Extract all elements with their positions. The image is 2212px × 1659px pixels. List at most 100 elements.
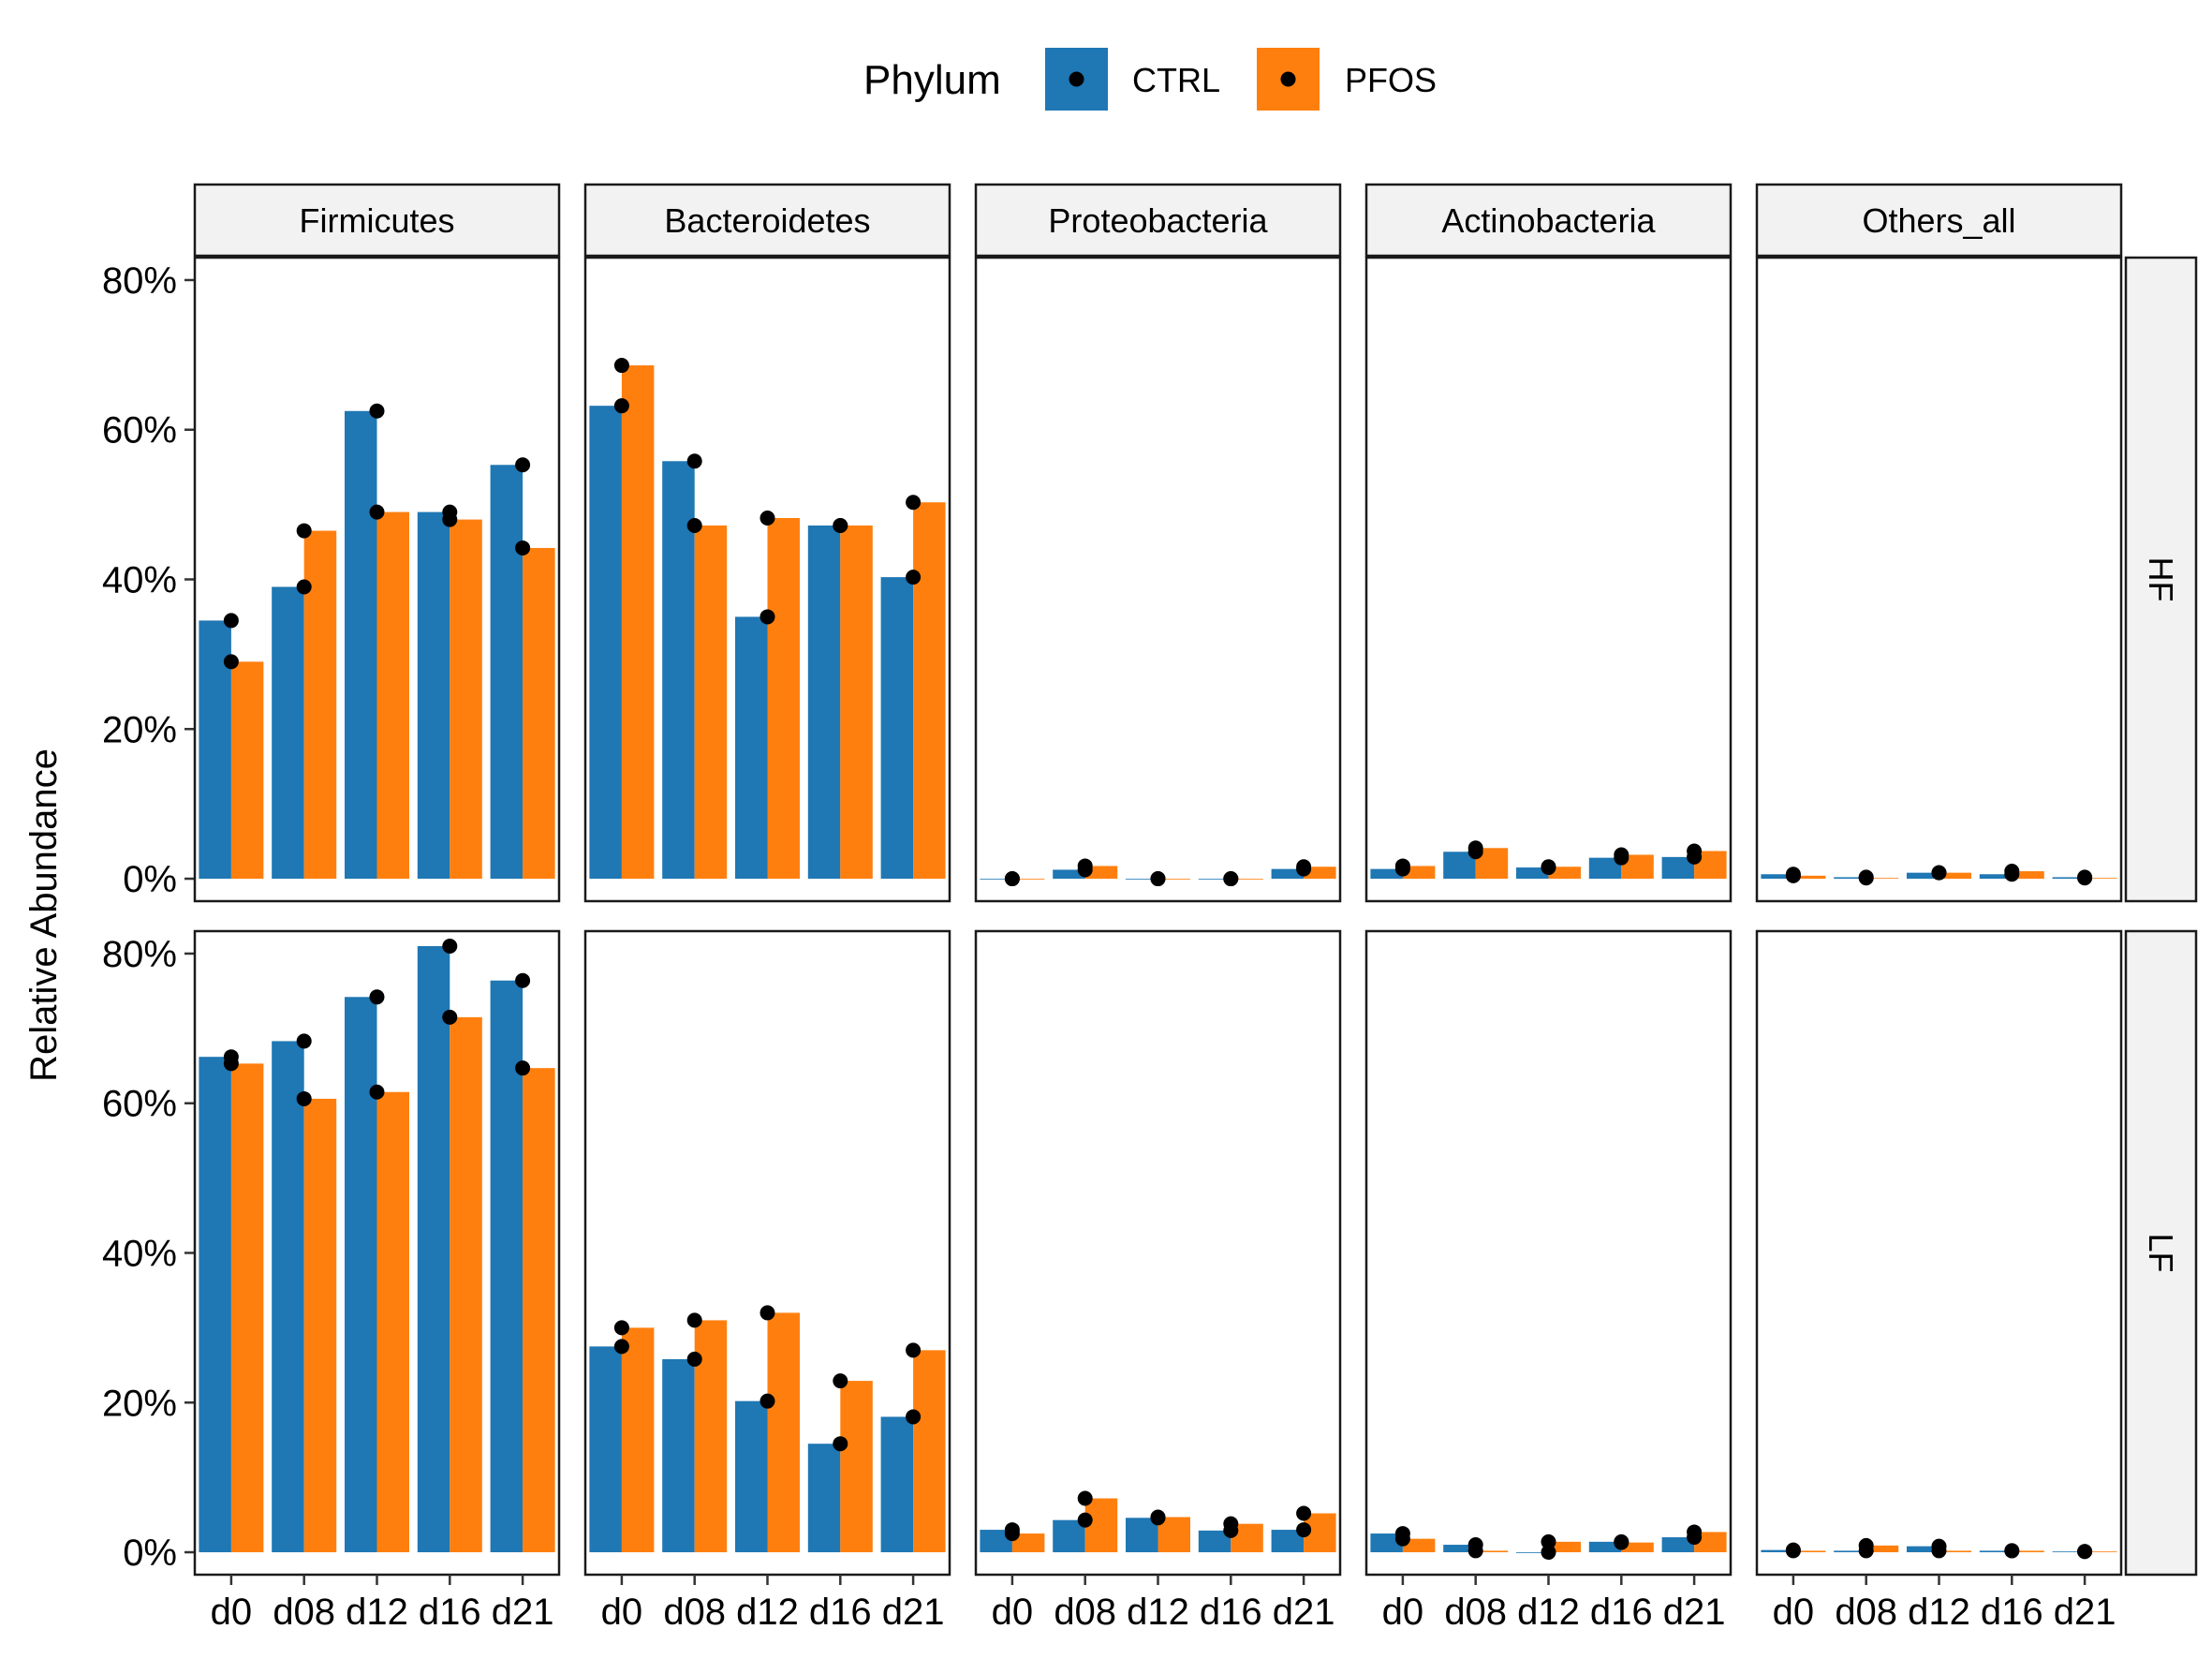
y-tick-label-lf-2: 40% (102, 1234, 177, 1275)
point-lf-bacteroidetes-d08-1 (686, 1312, 702, 1328)
bar-lf-proteobacteria-d21-ctrl (1271, 1530, 1305, 1553)
bar-lf-others-all-d08-ctrl (1834, 1550, 1866, 1553)
point-hf-firmicutes-d0-1 (223, 654, 239, 670)
y-tick-label-hf-0: 0% (123, 859, 177, 900)
x-tick-label-others-all-d0: d0 (1773, 1592, 1815, 1633)
bar-hf-others-all-d0-pfos (1792, 875, 1826, 880)
strip-label-firmicutes: Firmicutes (299, 201, 454, 240)
bar-lf-proteobacteria-d08-pfos (1084, 1498, 1118, 1553)
strip-proteobacteria (974, 183, 1342, 258)
bar-hf-actinobacteria-d0-ctrl (1370, 868, 1403, 880)
point-lf-firmicutes-d08-0 (296, 1033, 312, 1049)
bar-hf-bacteroidetes-d12-ctrl (735, 616, 768, 880)
bar-hf-bacteroidetes-d21-ctrl (880, 577, 914, 880)
bar-lf-firmicutes-d21-pfos (523, 1068, 555, 1553)
point-lf-bacteroidetes-d16-1 (833, 1373, 848, 1389)
bar-lf-others-all-d16-pfos (2012, 1550, 2044, 1553)
point-hf-firmicutes-d21-0 (515, 457, 531, 473)
point-hf-others-all-d16-1 (2004, 864, 2020, 880)
point-hf-firmicutes-d08-0 (296, 579, 312, 595)
x-tick-label-firmicutes-d08: d08 (273, 1592, 335, 1633)
point-lf-bacteroidetes-d0-1 (613, 1320, 629, 1336)
y-tick-label-hf-1: 20% (102, 709, 177, 750)
bar-lf-bacteroidetes-d12-pfos (767, 1312, 800, 1553)
bar-hf-proteobacteria-d08-ctrl (1053, 869, 1085, 880)
point-hf-bacteroidetes-d21-0 (906, 570, 922, 585)
bar-lf-others-all-d16-ctrl (1979, 1550, 2013, 1553)
bar-hf-proteobacteria-d0-ctrl (980, 879, 1012, 880)
legend-label-ctrl: CTRL (1132, 61, 1220, 99)
x-tick-label-others-all-d12: d12 (1908, 1592, 1970, 1633)
point-hf-actinobacteria-d21-1 (1687, 843, 1703, 859)
x-tick-label-others-all-d08: d08 (1835, 1592, 1897, 1633)
bar-hf-proteobacteria-d08-pfos (1084, 866, 1118, 880)
point-hf-bacteroidetes-d16-1 (833, 517, 848, 533)
bar-lf-firmicutes-d08-pfos (303, 1098, 337, 1553)
point-lf-actinobacteria-d0-1 (1394, 1531, 1410, 1547)
bar-hf-proteobacteria-d12-pfos (1158, 879, 1190, 880)
panel-bg-hf-proteobacteria (976, 258, 1340, 901)
bar-hf-others-all-d21-ctrl (2052, 877, 2086, 880)
legend-point-ctrl (1069, 71, 1084, 87)
bar-lf-others-all-d21-ctrl (2052, 1551, 2086, 1553)
bar-lf-actinobacteria-d0-ctrl (1370, 1533, 1403, 1553)
bar-hf-firmicutes-d16-pfos (450, 519, 482, 880)
strip-label-actinobacteria: Actinobacteria (1441, 201, 1656, 240)
strip-label-proteobacteria: Proteobacteria (1048, 201, 1268, 240)
bar-hf-bacteroidetes-d16-pfos (840, 525, 873, 880)
point-hf-firmicutes-d21-1 (515, 540, 531, 555)
bar-lf-bacteroidetes-d0-pfos (621, 1327, 655, 1553)
point-hf-proteobacteria-d12-1 (1150, 871, 1166, 887)
bar-lf-actinobacteria-d0-pfos (1402, 1538, 1436, 1553)
x-tick-label-proteobacteria-d08: d08 (1054, 1592, 1116, 1633)
bar-hf-proteobacteria-d16-pfos (1231, 879, 1263, 880)
point-lf-proteobacteria-d12-1 (1150, 1509, 1166, 1525)
bar-hf-others-all-d21-pfos (2085, 878, 2117, 880)
row-strip-hf (2124, 256, 2198, 903)
panel-bg-lf-others-all (1757, 931, 2121, 1575)
bar-lf-actinobacteria-d08-ctrl (1443, 1545, 1476, 1553)
bar-hf-firmicutes-d12-ctrl (345, 410, 377, 880)
bar-hf-bacteroidetes-d16-ctrl (807, 525, 841, 880)
bar-hf-bacteroidetes-d12-pfos (767, 517, 800, 880)
bar-lf-others-all-d12-ctrl (1907, 1546, 1939, 1553)
point-lf-bacteroidetes-d0-0 (613, 1339, 629, 1355)
point-lf-bacteroidetes-d21-0 (906, 1409, 922, 1425)
legend: Phylum CTRL PFOS (863, 48, 1437, 111)
y-tick-label-lf-3: 60% (102, 1084, 177, 1125)
row-strip-label-hf: HF (2142, 557, 2180, 602)
bar-hf-proteobacteria-d21-pfos (1304, 867, 1336, 880)
bar-lf-actinobacteria-d12-ctrl (1516, 1552, 1549, 1553)
x-tick-label-bacteroidetes-d12: d12 (736, 1592, 799, 1633)
x-tick-label-actinobacteria-d12: d12 (1517, 1592, 1580, 1633)
panel-border-hf-firmicutes (193, 256, 561, 903)
x-tick-label-bacteroidetes-d08: d08 (663, 1592, 726, 1633)
bar-lf-firmicutes-d21-ctrl (490, 980, 524, 1553)
bar-hf-firmicutes-d0-pfos (230, 661, 264, 880)
panel-border-hf-bacteroidetes (583, 256, 951, 903)
point-lf-proteobacteria-d16-1 (1223, 1516, 1239, 1532)
bar-hf-proteobacteria-d12-ctrl (1126, 879, 1158, 880)
bar-lf-others-all-d12-pfos (1939, 1550, 1971, 1553)
point-lf-others-all-d08-1 (1858, 1537, 1874, 1553)
point-lf-actinobacteria-d12-0 (1541, 1545, 1556, 1561)
point-lf-others-all-d16-1 (2004, 1543, 2020, 1559)
point-lf-actinobacteria-d16-1 (1614, 1534, 1630, 1550)
x-tick-label-actinobacteria-d16: d16 (1590, 1592, 1653, 1633)
bar-lf-actinobacteria-d12-pfos (1548, 1541, 1581, 1553)
bar-hf-bacteroidetes-d0-ctrl (589, 406, 622, 880)
point-lf-proteobacteria-d21-1 (1296, 1505, 1312, 1521)
x-tick-label-firmicutes-d21: d21 (492, 1592, 554, 1633)
point-lf-bacteroidetes-d12-1 (759, 1305, 775, 1321)
bar-lf-actinobacteria-d21-pfos (1694, 1532, 1727, 1553)
strip-bacteroidetes (583, 183, 951, 258)
bar-lf-bacteroidetes-d21-pfos (913, 1350, 946, 1553)
strip-label-bacteroidetes: Bacteroidetes (664, 201, 870, 240)
strip-others-all (1755, 183, 2123, 258)
bar-lf-firmicutes-d16-ctrl (417, 945, 450, 1553)
point-hf-proteobacteria-d08-1 (1077, 858, 1093, 874)
panel-bg-lf-proteobacteria (976, 931, 1340, 1575)
bar-hf-others-all-d08-ctrl (1834, 877, 1866, 880)
point-hf-bacteroidetes-d12-1 (759, 510, 775, 526)
x-tick-label-bacteroidetes-d21: d21 (882, 1592, 945, 1633)
